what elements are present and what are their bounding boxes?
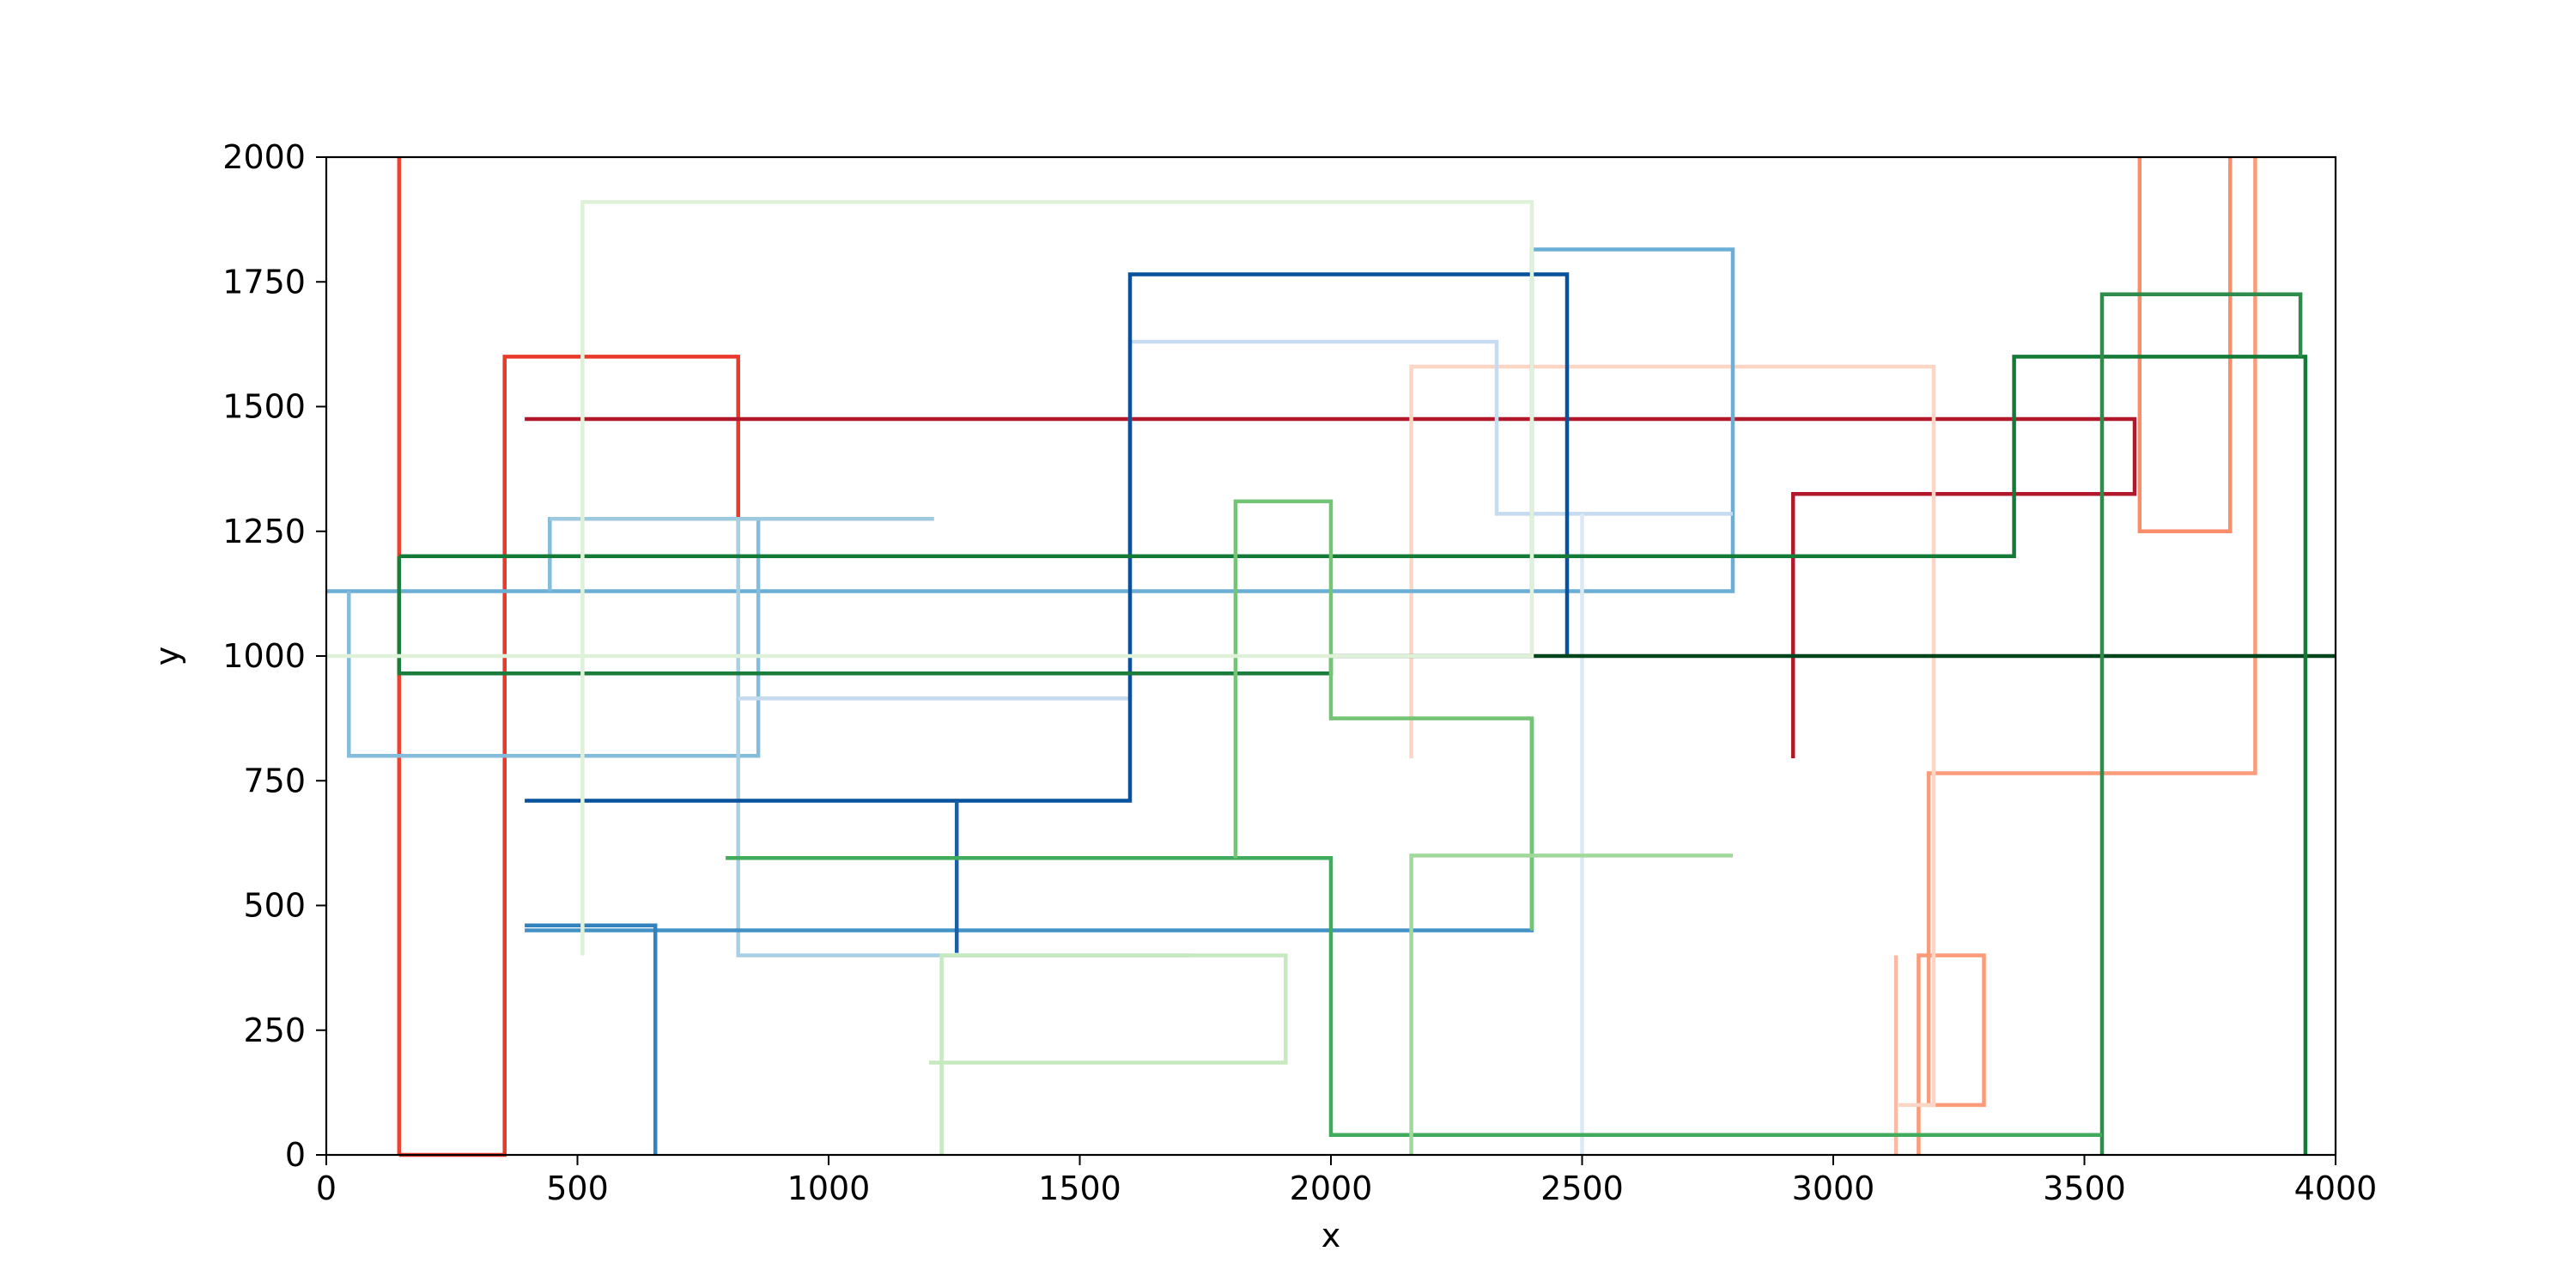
y-tick-label: 500 (243, 887, 306, 925)
y-tick-label: 250 (243, 1012, 306, 1049)
series-line-8 (326, 247, 1735, 593)
series-line-21 (2099, 292, 2303, 1155)
x-tick-label: 3500 (2043, 1170, 2126, 1207)
series-line-9 (347, 516, 761, 758)
series-layer (326, 157, 2336, 1157)
x-tick-label: 3000 (1792, 1170, 1875, 1207)
series-line-7 (1409, 364, 1936, 1108)
series-line-14 (525, 718, 1534, 933)
series-line-23 (1233, 499, 1534, 931)
y-ticks: 0 250 500 750 1000 1250 1500 1750 2000 (222, 138, 326, 1174)
series-line-26 (326, 200, 1534, 956)
y-tick-label: 1750 (222, 263, 306, 301)
x-tick-label: 2500 (1540, 1170, 1624, 1207)
x-ticks: 0 500 1000 1500 2000 2500 3000 3500 4000 (316, 1155, 2377, 1207)
series-line-24 (1409, 854, 1733, 1155)
y-tick-label: 0 (285, 1136, 306, 1174)
x-tick-label: 1500 (1038, 1170, 1121, 1207)
x-tick-label: 0 (316, 1170, 337, 1207)
series-line-4 (2137, 157, 2233, 534)
series-line-11 (736, 519, 1191, 957)
y-axis-label: y (149, 647, 186, 666)
series-line-5 (1917, 157, 2257, 1155)
y-tick-label: 750 (243, 762, 306, 799)
series-line-15 (525, 923, 658, 1155)
series-line-20 (398, 355, 2308, 1155)
series-line-22 (726, 856, 2102, 1138)
x-axis-label: x (1321, 1217, 1341, 1255)
series-line-25 (929, 953, 1288, 1155)
y-tick-label: 1500 (222, 388, 306, 426)
series-line-16 (525, 272, 1570, 803)
x-tick-label: 1000 (787, 1170, 871, 1207)
x-tick-label: 4000 (2294, 1170, 2378, 1207)
x-tick-label: 500 (546, 1170, 609, 1207)
y-tick-label: 1250 (222, 513, 306, 550)
y-tick-label: 2000 (222, 138, 306, 176)
series-line-12 (738, 339, 1733, 701)
y-tick-label: 1000 (222, 637, 306, 675)
x-tick-label: 2000 (1290, 1170, 1373, 1207)
